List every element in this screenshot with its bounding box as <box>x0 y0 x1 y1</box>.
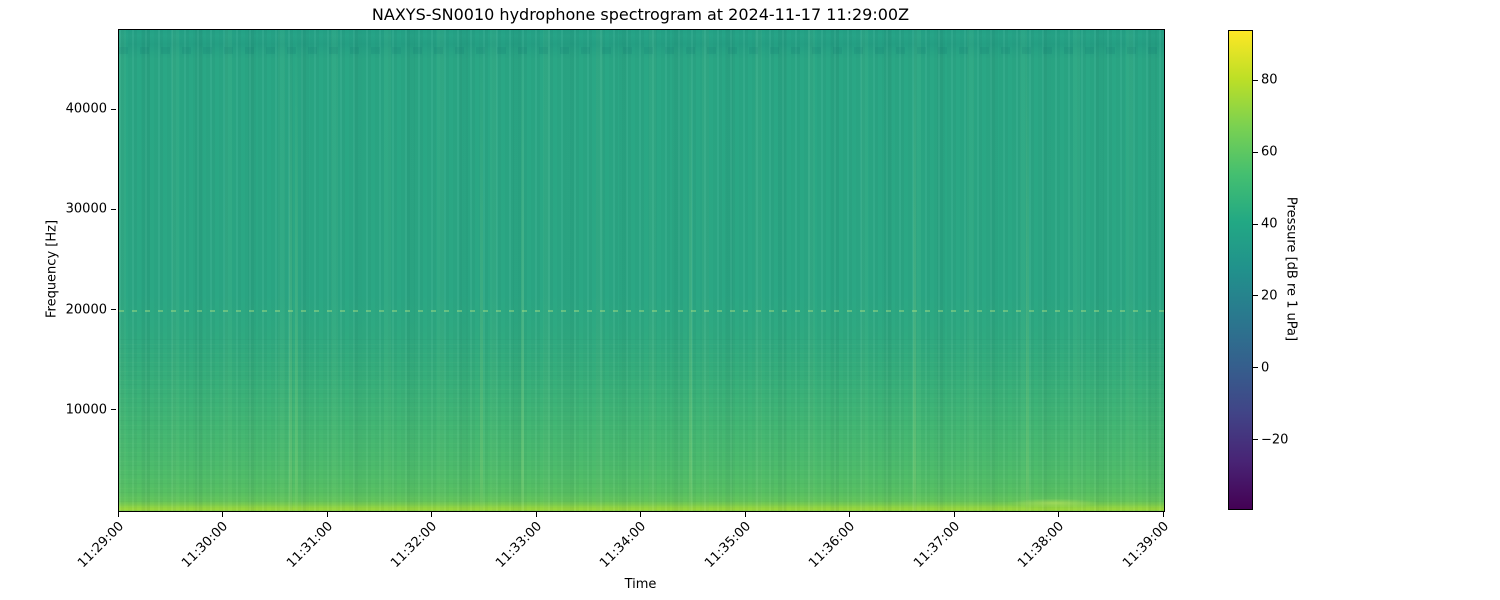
x-tick-label: 11:31:00 <box>283 519 336 571</box>
x-axis-label: Time <box>624 577 657 592</box>
y-tick-label: 20000 <box>65 302 107 318</box>
light-column-streak <box>289 30 293 511</box>
x-tick-mark <box>1162 512 1164 517</box>
colorbar-tick-label: 0 <box>1261 360 1270 376</box>
x-tick-label: 11:30:00 <box>179 519 232 571</box>
y-tick-label: 40000 <box>65 101 107 117</box>
light-column-streak <box>294 30 298 511</box>
vertical-striation-texture <box>119 30 1164 511</box>
x-tick-label: 11:32:00 <box>388 519 441 571</box>
light-column-streak <box>688 30 692 511</box>
x-tick-label: 11:34:00 <box>597 519 650 571</box>
46khz-band <box>119 47 1164 55</box>
bright-low-frequency-patch <box>994 497 1115 509</box>
x-tick-mark <box>535 512 537 517</box>
y-tick-mark <box>111 108 116 110</box>
colorbar-tick-mark <box>1253 439 1258 441</box>
colorbar-tick-mark <box>1253 151 1258 153</box>
y-tick-label: 10000 <box>65 402 107 418</box>
x-tick-mark <box>1058 512 1059 517</box>
colorbar-tick-label: 60 <box>1261 144 1278 160</box>
light-column-streak <box>521 30 525 511</box>
y-tick-mark <box>111 309 116 311</box>
colorbar-tick-label: 40 <box>1261 216 1278 232</box>
plot-area <box>118 29 1165 512</box>
x-tick-mark <box>640 512 641 517</box>
x-tick-label: 11:39:00 <box>1119 519 1172 571</box>
spectrogram-image <box>119 30 1164 511</box>
x-tick-label: 11:33:00 <box>492 519 545 571</box>
colorbar-label: Pressure [dB re 1 uPa] <box>1283 196 1299 342</box>
x-tick-label: 11:29:00 <box>74 519 127 571</box>
x-tick-label: 11:37:00 <box>910 519 963 571</box>
20khz-dashed-tonal-line <box>119 309 1164 312</box>
x-tick-mark <box>953 512 955 517</box>
x-tick-mark <box>431 512 432 517</box>
colorbar-tick-label: 20 <box>1261 288 1278 304</box>
y-tick-mark <box>111 409 116 411</box>
x-tick-mark <box>117 512 119 517</box>
light-column-streak <box>1026 30 1030 511</box>
x-tick-mark <box>849 512 850 517</box>
x-tick-mark <box>326 512 328 517</box>
colorbar-tick-mark <box>1253 79 1258 81</box>
y-tick-mark <box>111 208 116 210</box>
colorbar-tick-mark <box>1253 295 1258 297</box>
x-tick-label: 11:35:00 <box>701 519 754 571</box>
colorbar <box>1228 30 1253 510</box>
x-tick-mark <box>222 512 223 517</box>
y-tick-label: 30000 <box>65 201 107 217</box>
horizontal-striation-texture <box>119 337 1164 511</box>
colorbar-tick-label: −20 <box>1261 432 1289 448</box>
x-tick-mark <box>744 512 746 517</box>
x-tick-label: 11:36:00 <box>806 519 859 571</box>
colorbar-tick-label: 80 <box>1261 72 1278 88</box>
light-column-streak <box>913 30 917 511</box>
light-column-streak <box>479 30 483 511</box>
chart-title: NAXYS-SN0010 hydrophone spectrogram at 2… <box>371 5 910 24</box>
x-tick-label: 11:38:00 <box>1015 519 1068 571</box>
colorbar-tick-mark <box>1253 223 1258 225</box>
colorbar-tick-mark <box>1253 367 1258 369</box>
